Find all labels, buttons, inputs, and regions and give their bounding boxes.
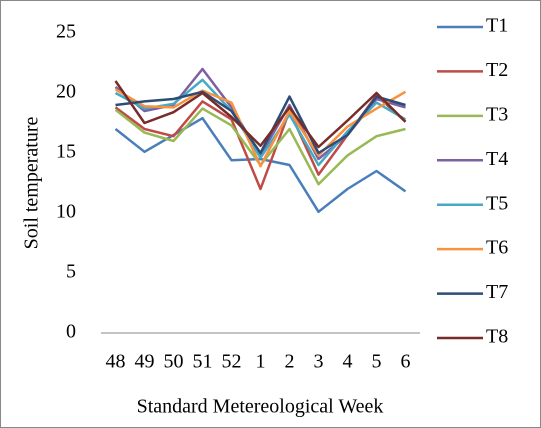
x-axis-title: Standard Metereological Week xyxy=(137,396,384,418)
x-tick-label: 5 xyxy=(372,351,382,373)
x-tick-label: 49 xyxy=(135,351,155,373)
x-tick-label: 50 xyxy=(164,351,184,373)
y-tick-label: 10 xyxy=(56,201,76,223)
y-tick-label: 25 xyxy=(56,21,76,43)
legend-label: T7 xyxy=(486,281,508,303)
legend-label: T4 xyxy=(486,148,508,170)
legend-label: T5 xyxy=(486,192,508,214)
y-tick-label: 15 xyxy=(56,141,76,163)
legend-label: T3 xyxy=(486,103,508,125)
y-tick-label: 0 xyxy=(66,321,76,343)
y-tick-label: 5 xyxy=(66,261,76,283)
x-tick-label: 51 xyxy=(193,351,213,373)
y-axis-title: Soil temperature xyxy=(21,117,43,250)
x-tick-label: 1 xyxy=(256,351,266,373)
y-tick-label: 20 xyxy=(56,81,76,103)
legend-label: T1 xyxy=(486,15,508,37)
legend-label: T2 xyxy=(486,59,508,81)
series-line xyxy=(115,90,406,155)
x-tick-label: 2 xyxy=(285,351,295,373)
legend-label: T6 xyxy=(486,237,508,259)
x-tick-label: 52 xyxy=(222,351,242,373)
x-tick-label: 6 xyxy=(401,351,411,373)
series-line xyxy=(114,80,407,149)
x-tick-label: 3 xyxy=(314,351,324,373)
x-tick-label: 4 xyxy=(343,351,353,373)
legend-label: T8 xyxy=(486,326,508,348)
x-tick-label: 48 xyxy=(106,351,126,373)
